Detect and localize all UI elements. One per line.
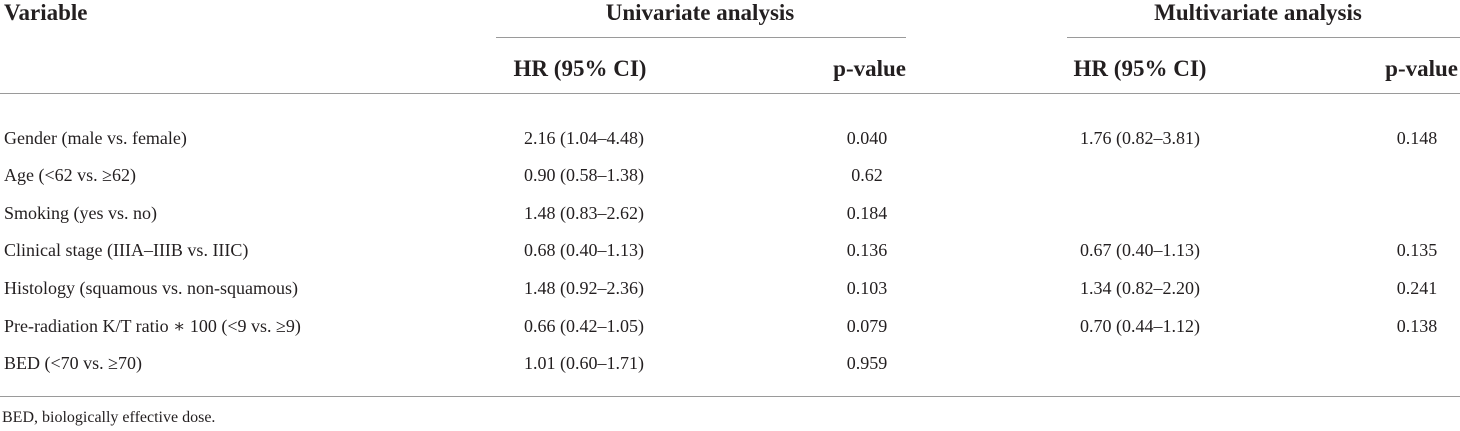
row-uni-p: 0.62	[851, 165, 883, 185]
header-rule	[0, 93, 1460, 94]
row-multi-p: 0.241	[1396, 278, 1438, 298]
row-uni-hr: 1.48 (0.92–2.36)	[524, 278, 644, 298]
row-multi-hr: 1.76 (0.82–3.81)	[1080, 128, 1200, 148]
row-uni-p: 0.040	[846, 128, 888, 148]
row-uni-p: 0.079	[846, 316, 888, 336]
row-variable: Clinical stage (IIIA–IIIB vs. IIIC)	[4, 240, 249, 260]
row-multi-hr: 0.67 (0.40–1.13)	[1080, 240, 1200, 260]
row-uni-hr: 1.48 (0.83–2.62)	[524, 203, 644, 223]
row-uni-p: 0.184	[846, 203, 888, 223]
header-variable: Variable	[4, 0, 88, 25]
row-multi-p: 0.148	[1396, 128, 1438, 148]
header-multi-hr: HR (95% CI)	[1073, 56, 1207, 81]
header-multi-p: p-value	[1385, 56, 1458, 81]
row-uni-p: 0.136	[846, 240, 888, 260]
row-multi-p: 0.138	[1396, 316, 1438, 336]
row-uni-p: 0.959	[846, 353, 888, 373]
row-uni-hr: 1.01 (0.60–1.71)	[524, 353, 644, 373]
header-uni-hr: HR (95% CI)	[513, 56, 647, 81]
row-variable: Gender (male vs. female)	[4, 128, 187, 148]
header-multivariate: Multivariate analysis	[1154, 0, 1362, 25]
row-variable: Histology (squamous vs. non-squamous)	[4, 278, 298, 298]
multivariate-underline	[1067, 37, 1460, 38]
univariate-underline	[496, 37, 906, 38]
row-variable: Pre-radiation K/T ratio ∗ 100 (<9 vs. ≥9…	[4, 316, 301, 336]
row-multi-hr: 0.70 (0.44–1.12)	[1080, 316, 1200, 336]
row-uni-hr: 2.16 (1.04–4.48)	[524, 128, 644, 148]
header-uni-p: p-value	[833, 56, 906, 81]
row-variable: BED (<70 vs. ≥70)	[4, 353, 143, 373]
row-variable: Smoking (yes vs. no)	[4, 203, 157, 223]
row-uni-hr: 0.90 (0.58–1.38)	[524, 165, 644, 185]
row-uni-hr: 0.66 (0.42–1.05)	[524, 316, 644, 336]
table-footnote: BED, biologically effective dose.	[2, 409, 216, 426]
row-uni-hr: 0.68 (0.40–1.13)	[524, 240, 644, 260]
header-univariate: Univariate analysis	[605, 0, 795, 25]
row-multi-hr: 1.34 (0.82–2.20)	[1080, 278, 1200, 298]
row-uni-p: 0.103	[846, 278, 888, 298]
bottom-rule	[0, 396, 1460, 397]
row-variable: Age (<62 vs. ≥62)	[4, 165, 137, 185]
row-multi-p: 0.135	[1396, 240, 1438, 260]
